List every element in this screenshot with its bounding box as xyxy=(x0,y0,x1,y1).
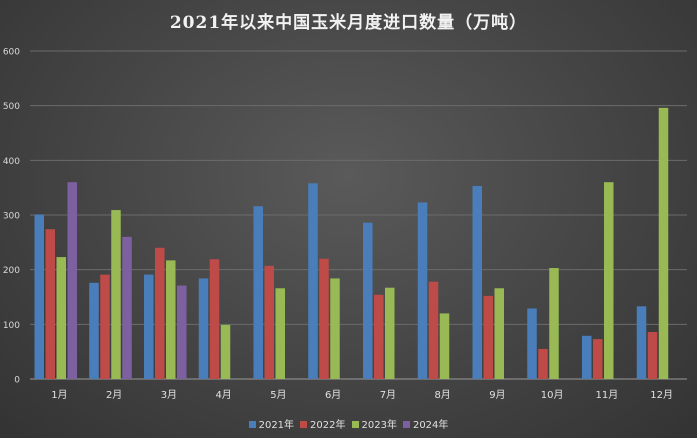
bar xyxy=(647,331,658,379)
y-tick-label: 0 xyxy=(14,376,20,386)
bar xyxy=(385,287,395,379)
bar-layer xyxy=(34,107,669,379)
bar xyxy=(155,247,165,379)
bar xyxy=(363,222,373,379)
legend-swatch xyxy=(402,421,410,428)
bar xyxy=(34,214,44,379)
legend-swatch xyxy=(351,421,359,428)
bar xyxy=(177,285,187,379)
y-tick-label: 200 xyxy=(3,266,20,276)
legend-item: 2021年 xyxy=(248,416,295,431)
legend-label: 2024年 xyxy=(412,420,449,431)
y-tick-label: 300 xyxy=(3,212,20,222)
legend-item: 2022年 xyxy=(300,416,346,431)
x-tick-label: 6月 xyxy=(325,389,341,401)
bar xyxy=(527,308,537,379)
bar xyxy=(209,259,220,379)
y-tick-label: 400 xyxy=(3,157,20,167)
legend-item: 2023年 xyxy=(351,416,397,431)
bar xyxy=(100,274,110,379)
bar xyxy=(494,288,504,379)
bar xyxy=(308,183,318,379)
x-tick-label: 7月 xyxy=(380,389,396,401)
bar xyxy=(636,306,647,379)
legend: 2021年 2022年 2023年 2024年 xyxy=(0,416,697,431)
x-tick-label: 12月 xyxy=(650,389,673,401)
x-tick-label: 3月 xyxy=(161,389,177,401)
bar xyxy=(330,278,340,379)
legend-label: 2022年 xyxy=(310,420,346,431)
bar xyxy=(417,202,428,379)
bar xyxy=(428,281,439,379)
x-tick-label: 5月 xyxy=(270,389,286,401)
bar xyxy=(253,206,263,379)
bar xyxy=(472,186,482,379)
x-tick-label: 9月 xyxy=(489,389,505,401)
bar xyxy=(144,274,154,379)
label-layer: 0 100 200 300 400 500 600 1月 2月 3月 4月 5月 6月 7月 8月 9月 10月… xyxy=(3,48,673,402)
x-tick-label: 10月 xyxy=(541,389,564,401)
bar xyxy=(122,236,132,379)
x-tick-label: 8月 xyxy=(434,389,450,401)
y-tick-label: 100 xyxy=(3,321,20,331)
chart-title: 2021年以来中国玉米月度进口数量（万吨） xyxy=(169,13,528,33)
bar xyxy=(604,182,614,379)
legend-label: 2021年 xyxy=(258,420,295,431)
legend-swatch xyxy=(300,421,308,428)
bar xyxy=(198,278,209,379)
bar xyxy=(319,258,329,379)
y-tick-label: 500 xyxy=(3,102,20,112)
legend-label: 2023年 xyxy=(361,420,397,431)
bar xyxy=(67,182,77,379)
bar xyxy=(538,348,548,379)
bar xyxy=(439,313,450,379)
bar xyxy=(89,282,99,379)
bar xyxy=(374,294,384,379)
bar xyxy=(275,288,285,379)
bar xyxy=(582,335,592,379)
x-tick-label: 4月 xyxy=(215,389,231,401)
legend-item: 2024年 xyxy=(402,416,449,431)
x-tick-label: 1月 xyxy=(51,389,67,401)
bar xyxy=(111,210,121,379)
bar xyxy=(220,324,231,379)
bar xyxy=(264,265,274,379)
bar xyxy=(549,268,559,379)
grid-layer xyxy=(30,50,687,380)
bar xyxy=(658,107,669,379)
legend-swatch xyxy=(248,421,256,428)
bar xyxy=(483,295,493,379)
x-tick-label: 2月 xyxy=(106,389,122,401)
bar xyxy=(593,339,603,379)
bar xyxy=(56,257,66,379)
x-tick-label: 11月 xyxy=(596,389,619,401)
bar xyxy=(166,260,176,379)
y-tick-label: 600 xyxy=(3,48,20,58)
bar xyxy=(45,229,55,379)
